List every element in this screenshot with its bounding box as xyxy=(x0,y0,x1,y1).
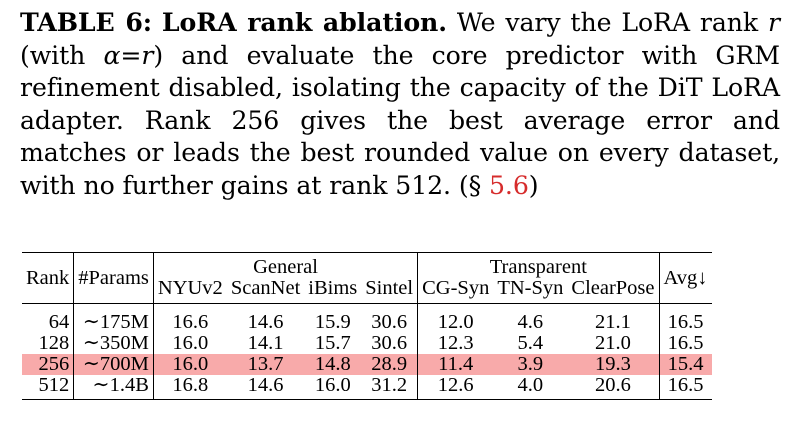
cell-ibims: 14.8 xyxy=(304,354,362,375)
table-header-column-row: NYUv2 ScanNet iBims Sintel CG-Syn TN-Syn… xyxy=(22,278,712,304)
cell-avg: 16.5 xyxy=(667,311,704,333)
cell-tn-syn: 5.4 xyxy=(517,332,544,354)
cell-sintel: 28.9 xyxy=(361,354,419,375)
header-nyuv2: NYUv2 xyxy=(157,277,223,299)
section-reference-link[interactable]: 5.6 xyxy=(489,170,529,200)
lora-rank-ablation-table: Rank #Params General Transparent Avg↓ NY… xyxy=(22,252,712,400)
header-scannet: ScanNet xyxy=(230,277,301,299)
header-avg: Avg↓ xyxy=(659,252,712,304)
table-row: 128 ∼350M 16.0 14.1 15.7 30.6 12.3 5.4 2… xyxy=(22,333,712,354)
row-params: ∼175M xyxy=(73,312,154,333)
header-sintel: Sintel xyxy=(361,278,419,304)
cell-clearpose: 19.3 xyxy=(567,354,660,375)
row-params: ∼1.4B xyxy=(73,375,154,400)
caption-label: TABLE 6: xyxy=(20,7,152,37)
header-group-general: General xyxy=(153,252,419,278)
cell-cg-syn: 12.3 xyxy=(437,332,474,354)
row-rank: 256 xyxy=(22,354,75,375)
cell-sintel: 31.2 xyxy=(361,375,419,400)
header-params: #Params xyxy=(73,252,154,304)
cell-nyuv2: 16.0 xyxy=(172,332,209,354)
cell-tn-syn: 4.6 xyxy=(517,311,544,333)
row-params: ∼350M xyxy=(73,333,154,354)
cell-avg: 15.4 xyxy=(659,354,712,375)
cell-clearpose: 20.6 xyxy=(567,375,660,400)
cell-avg: 16.5 xyxy=(667,332,704,354)
cell-avg: 16.5 xyxy=(667,374,704,396)
caption-rank-symbol: r xyxy=(768,8,780,37)
cell-ibims: 15.7 xyxy=(314,332,351,354)
header-tn-syn: TN-Syn xyxy=(497,277,564,299)
cell-scannet: 14.1 xyxy=(247,332,284,354)
cell-cg-syn: 12.6 xyxy=(437,374,474,396)
cell-clearpose: 21.0 xyxy=(567,333,660,354)
header-cg-syn: CG-Syn xyxy=(422,277,490,299)
header-group-transparent: Transparent xyxy=(417,252,660,278)
table-row: 512 ∼1.4B 16.8 14.6 16.0 31.2 12.6 4.0 2… xyxy=(22,375,712,400)
header-ibims: iBims xyxy=(308,277,358,299)
caption-text-3: ) and evaluate the core predictor with G… xyxy=(20,40,780,200)
header-rank: Rank xyxy=(22,252,75,304)
cell-scannet: 14.6 xyxy=(247,311,284,333)
cell-nyuv2: 16.0 xyxy=(153,354,227,375)
table-row-highlighted: 256 ∼700M 16.0 13.7 14.8 28.9 11.4 3.9 1… xyxy=(22,354,712,375)
row-rank: 128 xyxy=(22,333,75,354)
cell-nyuv2: 16.6 xyxy=(172,311,209,333)
caption-alpha-expression: α=r xyxy=(103,40,154,70)
row-rank: 64 xyxy=(22,312,75,333)
table-row: 64 ∼175M 16.6 14.6 15.9 30.6 12.0 4.6 21… xyxy=(22,312,712,333)
cell-sintel: 30.6 xyxy=(361,312,419,333)
cell-sintel: 30.6 xyxy=(361,333,419,354)
caption-text-1: We vary the LoRA rank xyxy=(446,8,769,37)
table-caption: TABLE 6: LoRA rank ablation. We vary the… xyxy=(20,6,780,202)
cell-tn-syn: 4.0 xyxy=(517,374,544,396)
cell-clearpose: 21.1 xyxy=(567,312,660,333)
row-params: ∼700M xyxy=(73,354,154,375)
header-separator xyxy=(22,303,712,312)
cell-ibims: 16.0 xyxy=(314,374,351,396)
header-clearpose: ClearPose xyxy=(567,278,660,304)
row-rank: 512 xyxy=(22,375,75,400)
table-header-group-row: Rank #Params General Transparent Avg↓ xyxy=(22,252,712,304)
cell-scannet: 13.7 xyxy=(226,354,305,375)
cell-cg-syn: 12.0 xyxy=(437,311,474,333)
caption-text-4: ) xyxy=(528,170,539,200)
cell-tn-syn: 3.9 xyxy=(493,354,568,375)
cell-nyuv2: 16.8 xyxy=(172,374,209,396)
cell-cg-syn: 11.4 xyxy=(417,354,494,375)
caption-title: LoRA rank ablation. xyxy=(161,7,447,37)
caption-text-2: (with xyxy=(20,40,104,70)
cell-ibims: 15.9 xyxy=(314,311,351,333)
cell-scannet: 14.6 xyxy=(247,374,284,396)
